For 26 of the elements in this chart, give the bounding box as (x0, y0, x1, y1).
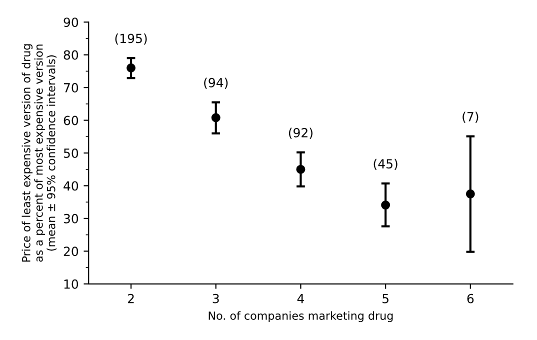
annotation: (92) (288, 128, 312, 139)
annotation: (195) (115, 34, 147, 45)
point (296, 164, 306, 174)
y-tick-label: 60 (64, 116, 78, 126)
y-tick-label: 20 (64, 246, 78, 256)
y-tick-label: 90 (64, 18, 78, 28)
x-axis-title: No. of companies marketing drug (208, 311, 393, 322)
y-tick-label: 40 (64, 181, 78, 191)
annotation: (7) (462, 112, 478, 123)
y-tick-label: 10 (64, 279, 78, 289)
x-tick-label: 4 (297, 294, 304, 304)
x-tick-label: 2 (128, 294, 134, 304)
y-axis-title: Price of least expensive version of drug as a percent of most expensive version (mean ± 95% confidence intervals) (22, 44, 57, 262)
y-tick-label: 70 (64, 83, 78, 92)
x-tick-label: 3 (212, 294, 219, 304)
annotation: (45) (374, 158, 398, 170)
point (381, 200, 390, 210)
y-tick-label: 80 (64, 50, 78, 60)
point (211, 113, 220, 122)
point (466, 189, 475, 198)
point (126, 63, 136, 72)
x-tick-label: 6 (467, 294, 474, 304)
y-tick-label: 30 (64, 214, 78, 224)
y-tick-label: 50 (64, 148, 78, 158)
x-tick-label: 5 (382, 294, 388, 304)
annotation: (94) (204, 78, 228, 89)
